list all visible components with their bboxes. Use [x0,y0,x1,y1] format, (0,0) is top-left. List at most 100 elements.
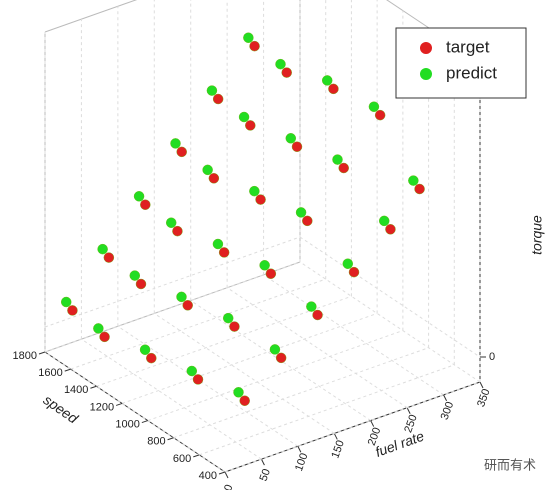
tick-mark [224,471,229,479]
y-tick-label: 400 [199,470,217,482]
data-point [275,352,287,364]
legend-label: predict [446,63,497,82]
data-point [99,331,110,343]
legend-label: target [446,37,490,56]
tick-mark [479,381,484,389]
grid-line [81,338,262,460]
data-point [172,225,183,237]
tick-mark [64,368,71,372]
grid-line [299,236,481,358]
x-tick-label: 200 [366,426,384,447]
data-point [192,374,204,385]
tick-mark [406,407,411,414]
data-point [140,199,151,210]
z-axis-label: torque [529,215,545,255]
x-tick-label: 150 [329,439,347,460]
data-point [103,252,115,263]
data-point [338,162,349,174]
x-tick-label: 350 [475,387,493,408]
tick-mark [333,433,338,440]
data-point [259,260,270,271]
data-point [97,243,108,255]
x-tick-label: 100 [293,452,311,473]
data-point [269,344,281,355]
tick-mark [115,402,123,406]
data-point [223,312,234,324]
data-point [302,215,313,227]
y-tick-label: 1800 [13,350,37,362]
grid-line [299,261,481,383]
data-point [295,207,307,218]
data-point [212,238,224,250]
data-point [218,247,230,258]
tick-mark [167,437,174,441]
floor-edge [44,261,301,353]
data-point [385,224,396,235]
x-tick-label: 250 [402,413,420,434]
x-tick-label: 50 [258,467,273,483]
y-tick-label: 1200 [90,401,114,413]
data-point [285,133,296,144]
y-tick-label: 1600 [38,367,62,379]
data-point [408,175,419,186]
x-tick-label: 300 [439,400,457,421]
data-point [67,305,78,316]
data-point [255,194,266,205]
data-point [186,365,197,377]
data-point [212,93,224,105]
legend-marker [420,68,432,80]
tick-mark [141,420,149,424]
legend-box [395,27,527,99]
data-point [146,352,157,364]
grid-line [154,313,335,434]
data-point [243,32,254,43]
y-tick-label: 1400 [64,384,88,396]
data-point [368,101,380,112]
x-tick-label: 0 [222,483,235,490]
data-point [414,183,425,195]
data-point [312,309,323,321]
data-point [233,387,244,398]
z-tick-label: 0 [489,351,495,363]
data-point [135,278,147,290]
grid-line [44,351,226,473]
tick-mark [260,458,265,466]
data-point [342,258,353,269]
data-point [332,154,343,165]
data-point [249,40,260,52]
data-point [202,164,213,176]
data-point [61,296,72,308]
data-point [129,270,140,281]
tick-mark [443,394,448,402]
data-point [291,141,303,152]
data-point [322,75,333,86]
tick-mark [218,471,226,475]
data-point [239,395,250,406]
points [61,32,425,406]
y-tick-label: 1000 [115,418,139,430]
y-tick-label: 600 [173,453,191,465]
data-point [176,291,187,303]
data-point [170,138,181,149]
data-point [133,191,145,202]
watermark: 研而有术 [484,457,536,472]
tick-mark [193,454,200,458]
data-point [166,217,177,228]
data-point [229,321,240,332]
data-point [139,344,151,355]
data-point [379,215,390,227]
tick-mark [38,351,46,355]
data-point [238,111,250,123]
data-point [206,85,218,96]
data-point [275,58,286,70]
grid-line [263,274,444,396]
legend: target predict [395,27,527,99]
data-point [306,301,317,312]
data-point [265,268,277,279]
tick-mark [297,446,302,453]
data-point [348,266,360,278]
data-point [374,109,386,121]
data-point [182,300,193,311]
x-axis [224,381,481,473]
